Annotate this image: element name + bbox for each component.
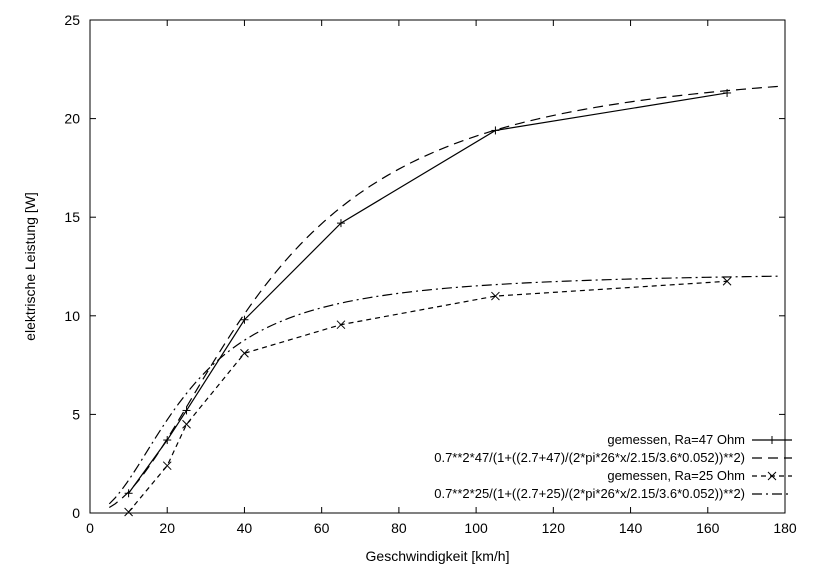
- x-tick-label: 180: [773, 520, 797, 536]
- x-tick-label: 0: [86, 520, 94, 536]
- x-tick-label: 160: [696, 520, 720, 536]
- x-tick-label: 40: [237, 520, 253, 536]
- x-tick-label: 80: [391, 520, 407, 536]
- y-tick-label: 25: [64, 12, 80, 28]
- x-tick-label: 120: [542, 520, 566, 536]
- x-tick-label: 140: [619, 520, 643, 536]
- legend-label: gemessen, Ra=47 Ohm: [607, 432, 745, 447]
- y-tick-label: 15: [64, 209, 80, 225]
- y-axis-label: elektrische Leistung [W]: [22, 192, 38, 341]
- y-tick-label: 0: [72, 505, 80, 521]
- y-tick-label: 20: [64, 111, 80, 127]
- legend-label: gemessen, Ra=25 Ohm: [607, 468, 745, 483]
- x-axis-label: Geschwindigkeit [km/h]: [366, 548, 510, 564]
- legend-label: 0.7**2*47/(1+((2.7+47)/(2*pi*26*x/2.15/3…: [434, 450, 745, 465]
- power-vs-speed-chart: 0 20 40 60 80 100 120 140 160 180 0 5 10 15 20 25 Geschw…: [0, 0, 815, 573]
- x-tick-label: 20: [159, 520, 175, 536]
- legend-label: 0.7**2*25/(1+((2.7+25)/(2*pi*26*x/2.15/3…: [434, 486, 745, 501]
- x-tick-label: 60: [314, 520, 330, 536]
- y-tick-label: 5: [72, 406, 80, 422]
- x-tick-label: 100: [464, 520, 488, 536]
- y-tick-label: 10: [64, 308, 80, 324]
